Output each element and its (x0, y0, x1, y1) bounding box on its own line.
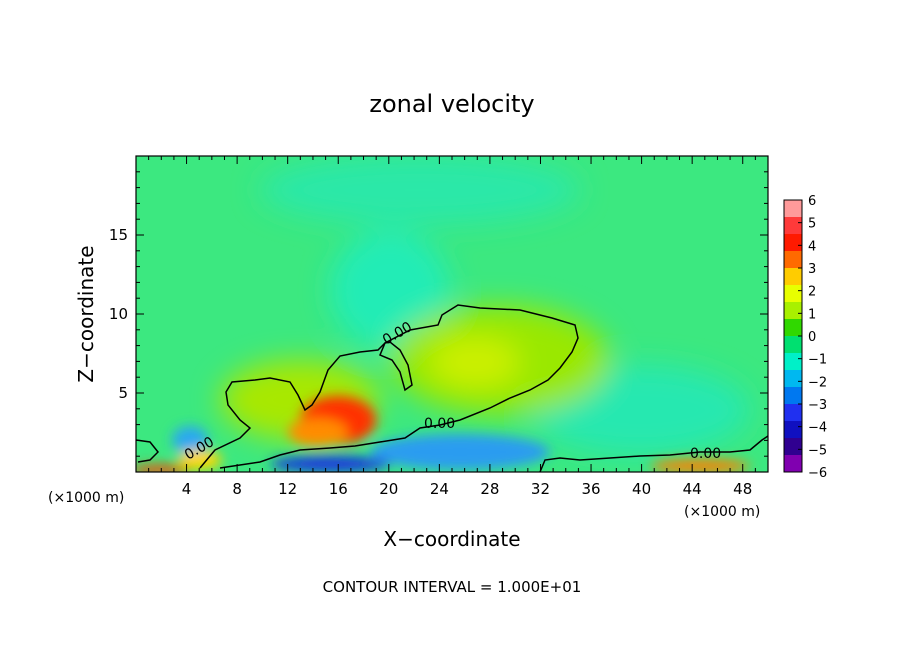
x-axis: 4 8 12 16 20 24 28 32 36 40 44 48 (148, 156, 756, 498)
contour-label-right: 0.00 (690, 446, 721, 462)
colorbar-tick-label: −6 (808, 466, 827, 481)
colorbar-tick-label: 0 (808, 330, 816, 345)
colorbar-tick-label: −3 (808, 398, 827, 413)
colorbar-swatch (784, 455, 802, 473)
x-axis-units-right: (×1000 m) (684, 504, 760, 520)
upper-cyan-region (260, 156, 580, 225)
contour-lines (136, 304, 768, 472)
colorbar-tick-label: −1 (808, 353, 827, 368)
colorbar-swatch (784, 387, 802, 405)
colorbar-tick-label: 5 (808, 217, 816, 232)
zero-contour-main (199, 304, 579, 469)
x-tick-label: 24 (430, 480, 449, 498)
x-axis-units-left: (×1000 m) (48, 490, 124, 506)
colorbar-swatch (784, 319, 802, 337)
surface-blue-band (370, 434, 550, 470)
y-axis: 5 10 15 (109, 171, 768, 457)
zero-contour-left-edge (136, 439, 160, 463)
orange-jet-edge (288, 418, 348, 446)
x-tick-label: 12 (278, 480, 297, 498)
velocity-field-detail (136, 396, 750, 472)
colorbar-swatch (784, 336, 802, 354)
y-axis-label: Z−coordinate (74, 245, 98, 382)
colorbar-swatch (784, 404, 802, 422)
colorbar-tick-label: 4 (808, 239, 816, 254)
positive-core-yellow (430, 337, 520, 387)
colorbar-tick-label: 2 (808, 285, 816, 300)
surface-red-left (136, 465, 190, 472)
x-tick-label: 48 (733, 480, 752, 498)
colorbar-tick-label: −5 (808, 443, 827, 458)
mid-cyan-region (330, 230, 450, 350)
x-tick-label: 4 (182, 480, 192, 498)
colorbar-swatch (784, 251, 802, 269)
zero-contour-right-surface (539, 435, 768, 472)
x-axis-label: X−coordinate (383, 527, 520, 551)
surface-blue-left (172, 426, 208, 454)
contour-interval-footer: CONTOUR INTERVAL = 1.000E+01 (323, 578, 582, 596)
colorbar-tick-label: −2 (808, 375, 827, 390)
zero-contour-inner-loop (379, 341, 413, 392)
colorbar-swatch (784, 421, 802, 439)
y-tick-label: 15 (109, 226, 128, 244)
chart-title: zonal velocity (369, 90, 534, 118)
colorbar-swatch (784, 268, 802, 286)
colorbar-swatch (784, 438, 802, 456)
colorbar-swatch (784, 302, 802, 320)
x-tick-label: 44 (683, 480, 702, 498)
x-tick-label: 32 (531, 480, 550, 498)
x-tick-label: 20 (379, 480, 398, 498)
colorbar-swatch (784, 353, 802, 371)
colorbar-swatch (784, 370, 802, 388)
colorbar-tick-label: 1 (808, 307, 816, 322)
colorbar-swatch (784, 285, 802, 303)
colorbar-swatch (784, 200, 802, 218)
colorbar-swatch (784, 234, 802, 252)
colorbar-tick-label: 3 (808, 262, 816, 277)
colorbar-tick-label: 6 (808, 194, 816, 209)
x-tick-label: 36 (581, 480, 600, 498)
y-tick-label: 5 (118, 384, 128, 402)
colorbar-swatch (784, 217, 802, 235)
x-tick-label: 40 (632, 480, 651, 498)
x-tick-label: 8 (232, 480, 242, 498)
x-tick-label: 28 (480, 480, 499, 498)
x-tick-label: 16 (329, 480, 348, 498)
surface-orange-right (650, 459, 750, 472)
contour-label-middle: 0.00 (424, 416, 455, 432)
y-tick-label: 10 (109, 305, 128, 323)
colorbar: 6 5 4 3 2 1 0 −1 −2 −3 −4 −5 −6 (783, 194, 827, 481)
plot-area: 0.00 0.00 0.00 0.00 (136, 156, 768, 472)
colorbar-tick-label: −4 (808, 421, 827, 436)
